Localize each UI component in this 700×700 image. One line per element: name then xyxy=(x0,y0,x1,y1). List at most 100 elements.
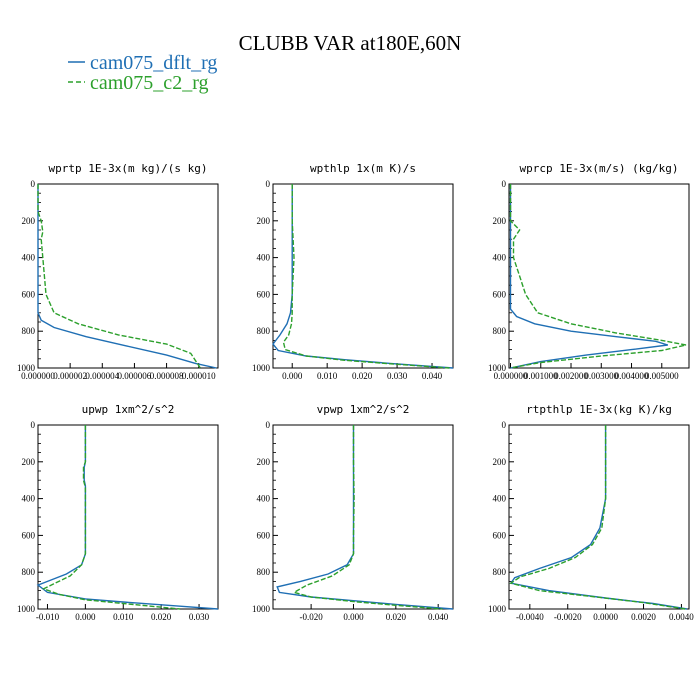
x-tick-label: -0.0020 xyxy=(554,612,582,622)
series-line-1 xyxy=(37,184,217,369)
x-tick-label: 0.002000 xyxy=(554,371,588,381)
y-tick-label: 400 xyxy=(257,253,271,263)
y-tick-label: 200 xyxy=(493,457,507,467)
x-tick-label: 0.000002 xyxy=(53,371,87,381)
x-tick-label: 0.000008 xyxy=(150,371,184,381)
panel-5: vpwp 1xm^2/s^2 0 200 400 600 800 1000 -0.020 0.0… xyxy=(252,403,454,622)
series-line-2 xyxy=(37,184,201,369)
legend-label-1: cam075_dflt_rg xyxy=(90,52,217,74)
legend: cam075_dflt_rg cam075_c2_rg xyxy=(68,52,217,94)
panel-grid: wprtp 1E-3x(m kg)/(s kg) 0 200 400 600 800 100… xyxy=(17,162,694,622)
y-tick-label: 200 xyxy=(22,457,36,467)
panel-title: vpwp 1xm^2/s^2 xyxy=(317,403,410,416)
y-tick-label: 1000 xyxy=(17,363,36,373)
series-line-1 xyxy=(276,425,454,610)
y-tick-label: 600 xyxy=(22,289,36,299)
y-tick-label: 800 xyxy=(22,567,36,577)
x-tick-label: 0.030 xyxy=(189,612,210,622)
x-tick-label: 0.000 xyxy=(75,612,96,622)
x-tick-label: 0.010 xyxy=(113,612,134,622)
x-tick-label: 0.020 xyxy=(386,612,407,622)
series-line-1 xyxy=(36,425,219,610)
y-tick-label: 200 xyxy=(257,216,271,226)
y-tick-label: 600 xyxy=(257,289,271,299)
panel-title: wprtp 1E-3x(m kg)/(s kg) xyxy=(49,162,208,175)
x-tick-label: 0.000 xyxy=(343,612,364,622)
y-tick-label: 0 xyxy=(266,179,271,189)
series-line-2 xyxy=(509,184,687,369)
panel-title: rtpthlp 1E-3x(kg K)/kg xyxy=(526,403,672,416)
panel-title: upwp 1xm^2/s^2 xyxy=(82,403,175,416)
y-tick-label: 200 xyxy=(257,457,271,467)
panel-2: wpthlp 1x(m K)/s 0 200 400 600 800 1000 0.000 0.… xyxy=(252,162,454,381)
series-line-2 xyxy=(292,425,443,610)
y-tick-label: 1000 xyxy=(488,363,507,373)
x-tick-label: 0.000006 xyxy=(118,371,152,381)
y-tick-label: 1000 xyxy=(252,604,271,614)
y-tick-label: 200 xyxy=(493,216,507,226)
y-tick-label: 1000 xyxy=(488,604,507,614)
y-tick-label: 600 xyxy=(493,530,507,540)
y-tick-label: 0 xyxy=(31,179,36,189)
series-line-1 xyxy=(509,184,669,369)
series-line-2 xyxy=(509,425,686,610)
panel-title: wprcp 1E-3x(m/s) (kg/kg) xyxy=(520,162,679,175)
x-tick-label: 0.003000 xyxy=(584,371,618,381)
y-tick-label: 800 xyxy=(257,567,271,577)
y-tick-label: 400 xyxy=(493,253,507,263)
plot-frame xyxy=(508,424,690,610)
y-tick-label: 1000 xyxy=(252,363,271,373)
panel-1: wprtp 1E-3x(m kg)/(s kg) 0 200 400 600 800 100… xyxy=(17,162,219,381)
x-tick-label: -0.020 xyxy=(299,612,323,622)
x-tick-label: 0.000000 xyxy=(494,371,528,381)
series-line-2 xyxy=(41,425,181,610)
panel-3: wprcp 1E-3x(m/s) (kg/kg) 0 200 400 600 800 100… xyxy=(488,162,690,381)
x-tick-label: 0.000004 xyxy=(85,371,119,381)
y-tick-label: 400 xyxy=(22,253,36,263)
legend-label-2: cam075_c2_rg xyxy=(90,72,209,94)
y-tick-label: 800 xyxy=(493,567,507,577)
y-tick-label: 400 xyxy=(257,494,271,504)
y-tick-label: 400 xyxy=(493,494,507,504)
series-line-1 xyxy=(509,425,688,610)
series-line-1 xyxy=(272,184,454,369)
x-tick-label: 0.040 xyxy=(422,371,443,381)
y-tick-label: 800 xyxy=(257,326,271,336)
y-tick-label: 600 xyxy=(22,530,36,540)
y-tick-label: 0 xyxy=(502,179,507,189)
y-tick-label: 800 xyxy=(493,326,507,336)
x-tick-label: 0.010 xyxy=(317,371,338,381)
x-tick-label: 0.001000 xyxy=(524,371,558,381)
y-tick-label: 0 xyxy=(31,420,36,430)
x-tick-label: 0.0040 xyxy=(669,612,694,622)
y-tick-label: 400 xyxy=(22,494,36,504)
y-tick-label: 600 xyxy=(493,289,507,299)
x-tick-label: -0.0040 xyxy=(516,612,544,622)
y-tick-label: 0 xyxy=(502,420,507,430)
x-tick-label: 0.040 xyxy=(428,612,449,622)
x-tick-label: 0.000000 xyxy=(21,371,55,381)
y-tick-label: 600 xyxy=(257,530,271,540)
plot-frame xyxy=(272,183,454,369)
x-tick-label: 0.020 xyxy=(151,612,172,622)
y-tick-label: 200 xyxy=(22,216,36,226)
x-tick-label: 0.020 xyxy=(352,371,373,381)
y-tick-label: 0 xyxy=(266,420,271,430)
panel-6: rtpthlp 1E-3x(kg K)/kg02004006008001000-… xyxy=(488,403,694,622)
x-tick-label: 0.000010 xyxy=(182,371,216,381)
y-tick-label: 800 xyxy=(22,326,36,336)
plot-frame xyxy=(37,183,219,369)
x-tick-label: 0.005000 xyxy=(645,371,679,381)
series-line-2 xyxy=(282,184,450,369)
x-tick-label: 0.000 xyxy=(282,371,303,381)
panel-4: upwp 1xm^2/s^2 0 200 400 600 800 1000-0.010 0.0… xyxy=(17,403,219,622)
x-tick-label: 0.0000 xyxy=(593,612,618,622)
y-tick-label: 1000 xyxy=(17,604,36,614)
x-tick-label: -0.010 xyxy=(36,612,60,622)
panel-title: wpthlp 1x(m K)/s xyxy=(310,162,416,175)
plot-frame xyxy=(37,424,219,610)
x-tick-label: 0.030 xyxy=(387,371,408,381)
figure-title: CLUBB VAR at180E,60N xyxy=(239,31,462,55)
x-tick-label: 0.004000 xyxy=(615,371,649,381)
